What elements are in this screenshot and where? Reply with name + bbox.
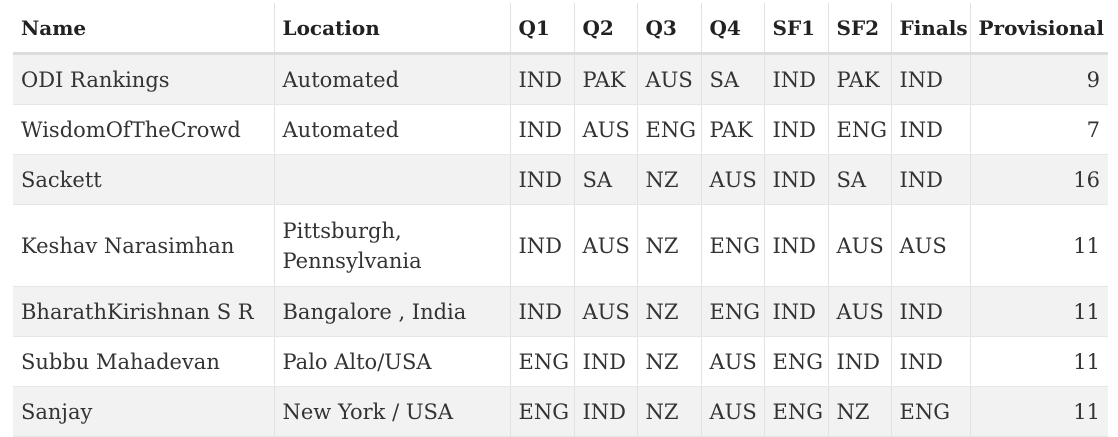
cell-sf2: PAK [828, 53, 892, 105]
cell-q3: NZ [637, 286, 702, 337]
header-sf2: SF2 [828, 3, 892, 55]
cell-q4: SA [701, 53, 765, 105]
cell-q1: IND [510, 204, 575, 287]
cell-name: ODI Rankings [13, 53, 275, 105]
cell-q2: IND [574, 336, 638, 387]
cell-provisional: 11 [970, 286, 1108, 337]
cell-sf1: IND [764, 53, 829, 105]
cell-finals: AUS [891, 204, 971, 287]
cell-q4: ENG [701, 286, 765, 337]
cell-q3: NZ [637, 204, 702, 287]
cell-finals: IND [891, 286, 971, 337]
cell-finals: IND [891, 154, 971, 205]
cell-q4: AUS [701, 336, 765, 387]
header-q1: Q1 [510, 3, 575, 55]
cell-location: Automated [274, 53, 511, 105]
header-q3: Q3 [637, 3, 702, 55]
cell-provisional: 11 [970, 386, 1108, 437]
cell-q4: AUS [701, 154, 765, 205]
table-row: ODI Rankings Automated IND PAK AUS SA IN… [13, 53, 1108, 105]
cell-q1: ENG [510, 386, 575, 437]
cell-provisional: 9 [970, 53, 1108, 105]
cell-q1: IND [510, 286, 575, 337]
cell-q2: AUS [574, 104, 638, 155]
cell-q4: AUS [701, 386, 765, 437]
cell-q1: IND [510, 104, 575, 155]
cell-q2: AUS [574, 286, 638, 337]
cell-finals: ENG [891, 386, 971, 437]
table-row: WisdomOfTheCrowd Automated IND AUS ENG P… [13, 104, 1108, 155]
cell-sf2: ENG [828, 104, 892, 155]
cell-name: BharathKirishnan S R [13, 286, 275, 337]
cell-sf1: IND [764, 104, 829, 155]
cell-sf1: IND [764, 204, 829, 287]
predictions-table-container: Name Location Q1 Q2 Q3 Q4 SF1 SF2 Finals… [13, 3, 1108, 437]
table-row: Keshav Narasimhan Pittsburgh, Pennsylvan… [13, 204, 1108, 287]
cell-provisional: 11 [970, 204, 1108, 287]
cell-location: Automated [274, 104, 511, 155]
cell-q3: NZ [637, 386, 702, 437]
cell-finals: IND [891, 53, 971, 105]
cell-q1: IND [510, 53, 575, 105]
cell-finals: IND [891, 104, 971, 155]
cell-name: Subbu Mahadevan [13, 336, 275, 387]
header-q4: Q4 [701, 3, 765, 55]
cell-name: Keshav Narasimhan [13, 204, 275, 287]
header-row: Name Location Q1 Q2 Q3 Q4 SF1 SF2 Finals… [13, 3, 1108, 55]
cell-location: New York / USA [274, 386, 511, 437]
predictions-table: Name Location Q1 Q2 Q3 Q4 SF1 SF2 Finals… [13, 3, 1108, 437]
cell-sf1: ENG [764, 386, 829, 437]
cell-location: Pittsburgh, Pennsylvania [274, 204, 511, 287]
cell-provisional: 11 [970, 336, 1108, 387]
cell-q3: AUS [637, 53, 702, 105]
cell-q2: IND [574, 386, 638, 437]
header-name: Name [13, 3, 275, 55]
cell-location: Palo Alto/USA [274, 336, 511, 387]
cell-finals: IND [891, 336, 971, 387]
cell-sf1: ENG [764, 336, 829, 387]
header-finals: Finals [891, 3, 971, 55]
cell-q4: PAK [701, 104, 765, 155]
cell-name: WisdomOfTheCrowd [13, 104, 275, 155]
cell-location: Bangalore , India [274, 286, 511, 337]
cell-provisional: 16 [970, 154, 1108, 205]
cell-q2: SA [574, 154, 638, 205]
cell-q4: ENG [701, 204, 765, 287]
cell-q3: ENG [637, 104, 702, 155]
table-row: Subbu Mahadevan Palo Alto/USA ENG IND NZ… [13, 336, 1108, 387]
cell-q1: IND [510, 154, 575, 205]
table-row: Sanjay New York / USA ENG IND NZ AUS ENG… [13, 386, 1108, 437]
header-provisional: Provisional [970, 3, 1108, 55]
cell-provisional: 7 [970, 104, 1108, 155]
cell-sf2: IND [828, 336, 892, 387]
cell-q2: PAK [574, 53, 638, 105]
cell-location [274, 154, 511, 205]
cell-q1: ENG [510, 336, 575, 387]
table-row: Sackett IND SA NZ AUS IND SA IND 16 [13, 154, 1108, 205]
table-row: BharathKirishnan S R Bangalore , India I… [13, 286, 1108, 337]
table-body: ODI Rankings Automated IND PAK AUS SA IN… [13, 53, 1108, 437]
cell-sf2: AUS [828, 204, 892, 287]
header-location: Location [274, 3, 511, 55]
table-header: Name Location Q1 Q2 Q3 Q4 SF1 SF2 Finals… [13, 3, 1108, 55]
header-sf1: SF1 [764, 3, 829, 55]
cell-name: Sackett [13, 154, 275, 205]
cell-q3: NZ [637, 336, 702, 387]
cell-name: Sanjay [13, 386, 275, 437]
header-q2: Q2 [574, 3, 638, 55]
cell-sf1: IND [764, 154, 829, 205]
cell-sf2: NZ [828, 386, 892, 437]
cell-sf2: SA [828, 154, 892, 205]
cell-sf1: IND [764, 286, 829, 337]
cell-q2: AUS [574, 204, 638, 287]
cell-q3: NZ [637, 154, 702, 205]
cell-sf2: AUS [828, 286, 892, 337]
